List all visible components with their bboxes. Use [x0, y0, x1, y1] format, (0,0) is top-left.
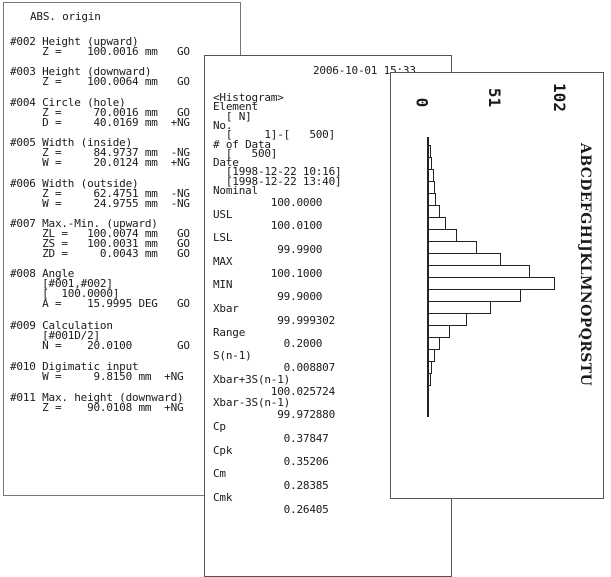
result-line: W = 20.0124 mm +NG — [10, 156, 190, 169]
result-line: #002 Height (upward) — [10, 35, 139, 48]
statistics-line: 99.972880 — [213, 408, 336, 422]
statistics-line: Nominal — [213, 184, 258, 197]
result-line: #004 Circle (hole) — [10, 96, 126, 109]
statistics-line: 0.28385 — [213, 479, 329, 492]
statistics-line: No. — [213, 118, 233, 132]
result-line: #008 Angle — [10, 267, 75, 280]
statistics-line: Cp — [213, 420, 226, 433]
statistics-line: [ 1]-[ 500] — [213, 128, 336, 142]
statistics-line: [ 500] — [213, 146, 278, 160]
result-line: W = 9.8150 mm +NG — [10, 370, 184, 383]
statistics-line: MIN — [213, 278, 233, 292]
statistics-line: 0.008807 — [213, 361, 336, 374]
result-line: #007 Max.-Min. (upward) — [10, 217, 158, 230]
statistics-line: [1998-12-22 10:16] — [213, 165, 342, 179]
statistics-line: 99.999302 — [213, 313, 336, 327]
result-line: Z = 84.9737 mm -NG — [10, 146, 190, 159]
histogram-chart-sheet: 0 51 102 ABCDEFGHIJKLMNOPQRSTU — [390, 72, 604, 499]
statistics-line: 99.9000 — [213, 290, 323, 304]
statistics-line: Xbar-3S(n-1) — [213, 396, 291, 410]
statistics-line: Cm — [213, 467, 226, 481]
statistics-line: [ N] — [213, 109, 252, 123]
result-line: N = 20.0100 GO — [10, 339, 190, 352]
statistics-line: 100.1000 — [213, 266, 323, 280]
statistics-line: Range — [213, 325, 246, 339]
axis-tick-label: 102 — [549, 83, 569, 112]
statistics-line: Xbar — [213, 302, 239, 315]
statistics-line: [1998-12-22 13:40] — [213, 174, 342, 188]
measurement-results-sheet: ABS. origin #002 Height (upward) Z = 100.… — [3, 2, 241, 496]
result-line: ZS = 100.0031 mm GO — [10, 237, 190, 250]
result-line: [ 100.0000] — [10, 287, 120, 300]
result-line: #010 Digimatic input — [10, 360, 139, 373]
statistics-line: # of Data — [213, 137, 271, 151]
statistics-line: 0.26405 — [213, 502, 329, 516]
statistics-line: Cmk — [213, 490, 233, 504]
statistics-line: <Histogram> — [213, 91, 284, 104]
statistics-line: 100.0100 — [213, 219, 323, 233]
statistics-line: USL — [213, 207, 233, 221]
axis-tick-label: 0 — [412, 97, 432, 108]
statistics-line: 0.37847 — [213, 431, 329, 445]
result-line: ABS. origin — [30, 10, 101, 23]
statistics-line: 0.35206 — [213, 455, 329, 469]
result-line: D = 40.0169 mm +NG — [10, 116, 190, 129]
result-line: #005 Width (inside) — [10, 136, 133, 149]
statistics-line: Date — [213, 156, 239, 170]
statistics-line: 99.9900 — [213, 243, 323, 256]
result-line: ZD = 0.0043 mm GO — [10, 247, 190, 260]
result-line: [#001,#002] — [10, 277, 113, 290]
class-letters: ABCDEFGHIJKLMNOPQRSTU — [577, 143, 593, 387]
result-line: A = 15.9995 DEG GO — [10, 297, 190, 310]
result-line: Z = 100.0016 mm GO — [10, 45, 190, 58]
histogram-bar — [428, 373, 431, 386]
print-datetime: 2006-10-01 15:33 — [313, 64, 416, 77]
result-line: ZL = 100.0074 mm GO — [10, 227, 190, 240]
measurement-results-list: ABS. origin #002 Height (upward) Z = 100.… — [4, 3, 240, 495]
result-line: Z = 100.0064 mm GO — [10, 75, 190, 88]
statistics-line: 0.2000 — [213, 337, 323, 351]
result-line: #003 Height (downward) — [10, 65, 152, 78]
statistics-line: S(n-1) — [213, 349, 252, 363]
result-line: W = 24.9755 mm -NG — [10, 197, 190, 210]
axis-tick-label: 51 — [485, 87, 505, 108]
statistics-line: Cpk — [213, 443, 233, 457]
result-line: #006 Width (outside) — [10, 177, 139, 190]
statistics-line: Xbar+3S(n-1) — [213, 372, 291, 386]
statistics-line: Element — [213, 100, 258, 114]
statistics-line: 100.025724 — [213, 384, 336, 398]
statistics-line: 100.0000 — [213, 195, 323, 209]
statistics-line: LSL — [213, 231, 233, 245]
result-line: #009 Calculation — [10, 319, 113, 332]
statistics-line: MAX — [213, 254, 233, 268]
result-line: [#001D/2] — [10, 329, 100, 342]
result-line: Z = 62.4751 mm -NG — [10, 187, 190, 200]
result-line: Z = 90.0108 mm +NG — [10, 401, 184, 414]
result-line: #011 Max. height (downward) — [10, 391, 184, 404]
result-line: Z = 70.0016 mm GO — [10, 106, 190, 119]
